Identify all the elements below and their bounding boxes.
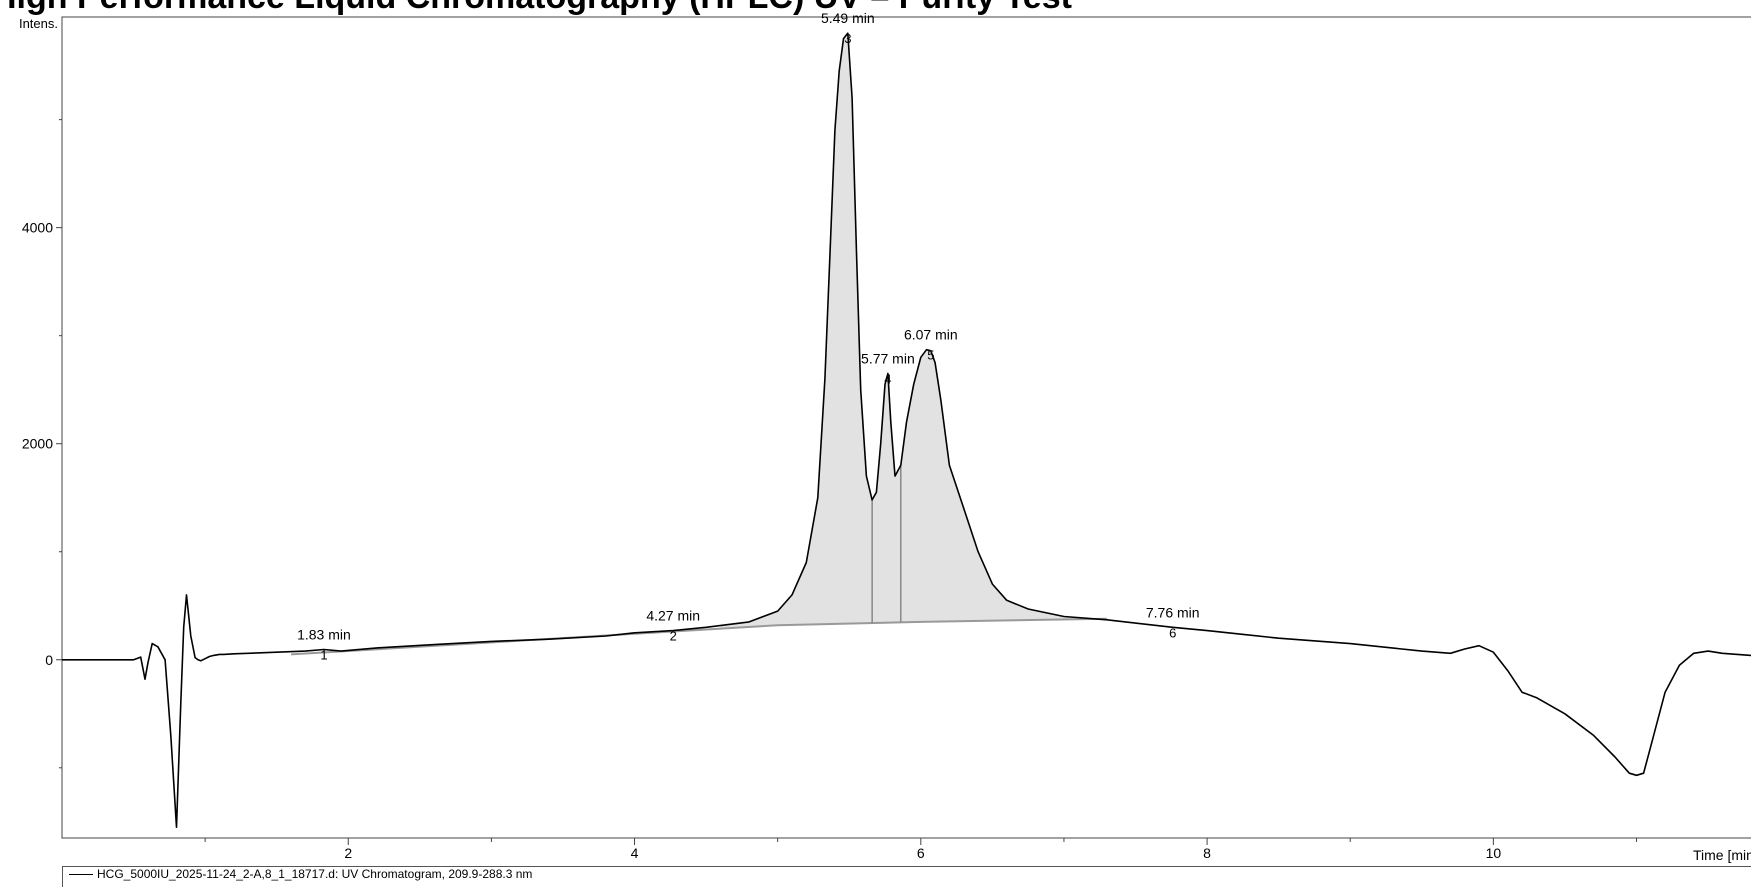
x-axis-label: Time [min] (1693, 847, 1751, 863)
peak-number-2: 2 (670, 629, 677, 644)
legend-entry: HCG_5000IU_2025-11-24_2-A,8_1_18717.d: U… (97, 867, 533, 881)
peak-label-5: 6.07 min (904, 327, 958, 343)
x-tick-label-10: 10 (1486, 845, 1502, 861)
page-title: High Performance Liquid Chromatography (… (0, 0, 1072, 17)
peak-label-layer: 1.83 min 1 4.27 min 2 5.49 min 3 5.77 min 4 6.07… (297, 10, 1199, 662)
uv-chromatogram-trace (62, 32, 1751, 828)
peak-label-4: 5.77 min (861, 350, 915, 366)
integrated-area-layer (720, 33, 1107, 629)
integration-baseline (290, 617, 1107, 656)
x-tick-label-8: 8 (1203, 845, 1211, 861)
peak-label-3: 5.49 min (821, 10, 875, 26)
y-tick-label-2000: 2000 (22, 436, 53, 452)
y-axis-label: Intens. (19, 16, 58, 31)
x-tick-label-2: 2 (344, 845, 352, 861)
integrated-peak-area (720, 33, 1107, 629)
peak-number-6: 6 (1169, 625, 1176, 640)
axes-layer: 0 2000 4000 2 4 6 8 10 Intens. Time [min] (19, 16, 1751, 863)
legend: HCG_5000IU_2025-11-24_2-A,8_1_18717.d: U… (62, 866, 1751, 887)
peak-number-3: 3 (844, 31, 851, 46)
x-tick-label-4: 4 (631, 845, 639, 861)
peak-label-1: 1.83 min (297, 626, 351, 642)
peak-number-5: 5 (927, 348, 934, 363)
peak-label-6: 7.76 min (1146, 604, 1200, 620)
peak-number-1: 1 (320, 647, 327, 662)
y-tick-label-0: 0 (45, 652, 53, 668)
y-tick-label-4000: 4000 (22, 220, 53, 236)
trace-layer (62, 32, 1751, 828)
x-tick-label-6: 6 (917, 845, 925, 861)
plot-frame (61, 16, 1751, 839)
peak-number-4: 4 (884, 371, 891, 386)
peak-label-2: 4.27 min (646, 608, 700, 624)
